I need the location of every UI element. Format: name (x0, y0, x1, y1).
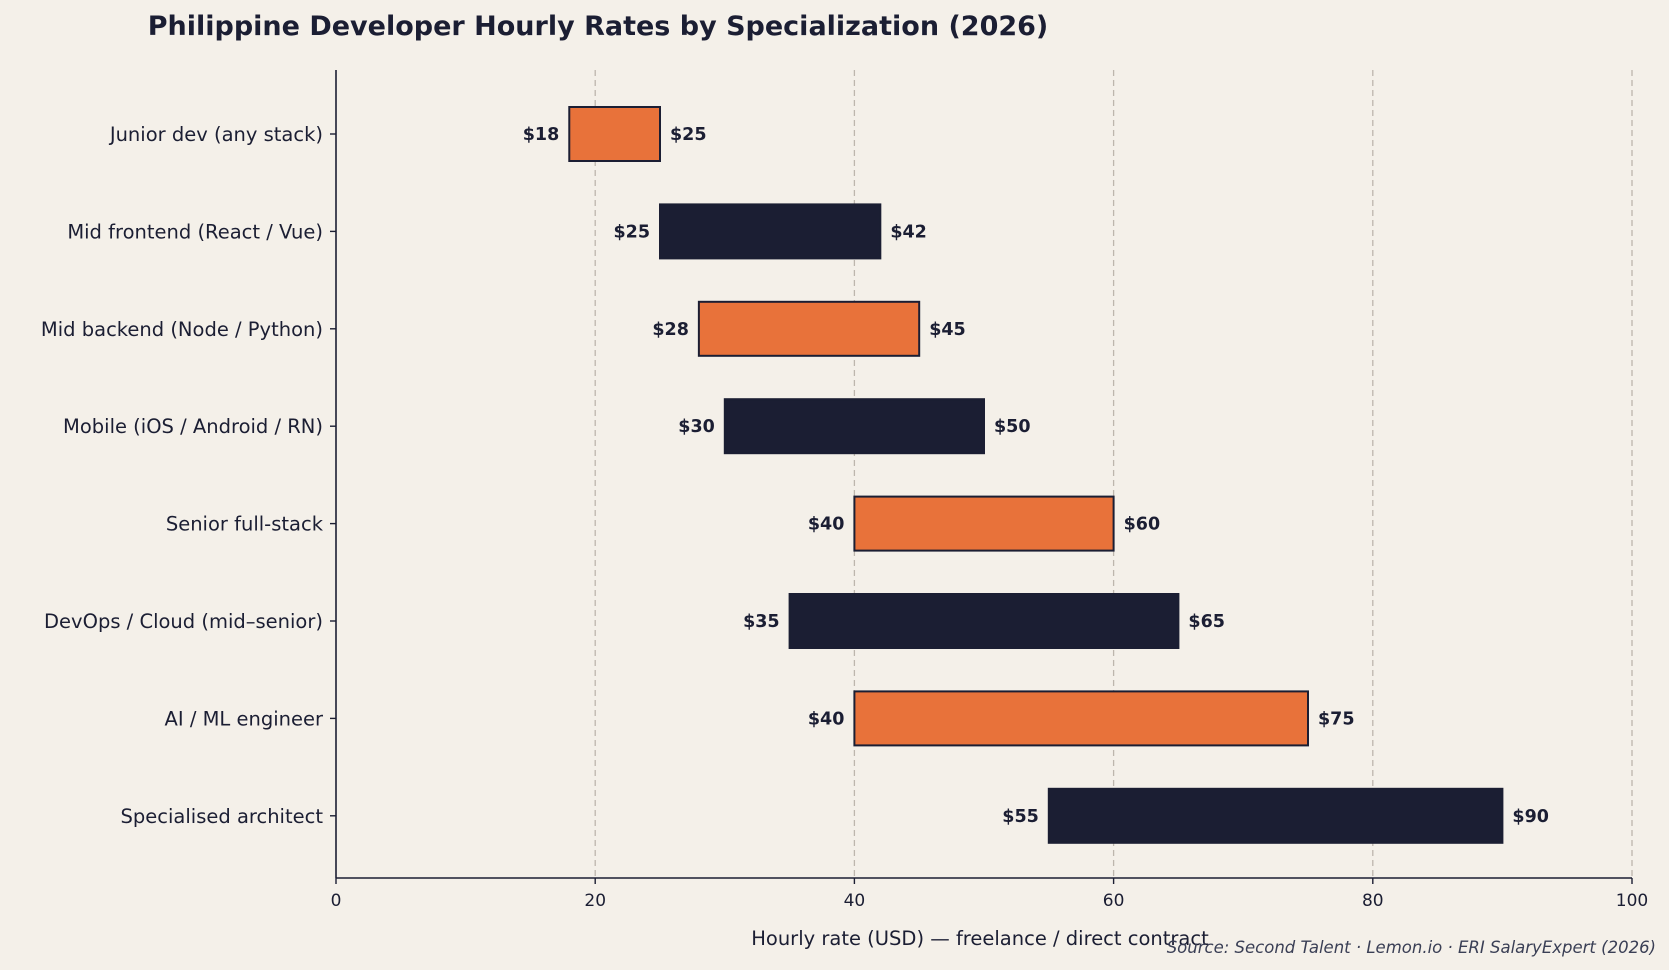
high-value-label: $25 (670, 125, 707, 145)
low-value-label: $40 (808, 515, 845, 535)
high-value-label: $65 (1188, 612, 1225, 632)
x-axis-label: Hourly rate (USD) — freelance / direct c… (751, 927, 1209, 950)
x-tick-label-100: 100 (1616, 891, 1648, 911)
high-value-label: $60 (1124, 515, 1161, 535)
axes: 0 20 40 60 80 100 Junior dev (any stack) Mid fr… (41, 70, 1648, 911)
high-value-label: $90 (1512, 807, 1549, 827)
range-bar (659, 203, 882, 260)
category-label: Specialised architect (121, 805, 324, 828)
range-bar (723, 398, 985, 455)
low-value-label: $18 (523, 125, 560, 145)
category-label: AI / ML engineer (165, 707, 324, 730)
category-label: Mobile (iOS / Android / RN) (63, 415, 323, 438)
category-label: Mid backend (Node / Python) (41, 318, 323, 341)
x-tick-label-20: 20 (584, 891, 606, 911)
range-bar (853, 495, 1115, 552)
range-bar (568, 106, 662, 162)
high-value-label: $50 (994, 417, 1031, 437)
low-value-label: $35 (743, 612, 780, 632)
x-tick-label-60: 60 (1103, 891, 1125, 911)
x-tick-label-40: 40 (844, 891, 866, 911)
high-value-label: $42 (890, 222, 927, 242)
x-tick-label-0: 0 (331, 891, 342, 911)
range-bar (788, 593, 1180, 649)
range-bar (853, 690, 1310, 747)
high-value-label: $75 (1318, 709, 1355, 729)
category-label: Junior dev (any stack) (108, 123, 323, 146)
low-value-label: $55 (1002, 807, 1039, 827)
source-note: Source: Second Talent · Lemon.io · ERI S… (1167, 938, 1656, 957)
category-label: DevOps / Cloud (mid–senior) (44, 610, 323, 633)
high-value-label: $45 (929, 320, 966, 340)
low-value-label: $25 (613, 222, 650, 242)
category-label: Mid frontend (React / Vue) (67, 220, 323, 243)
low-value-label: $40 (808, 709, 845, 729)
chart-title: Philippine Developer Hourly Rates by Spe… (148, 11, 1049, 42)
low-value-label: $28 (652, 320, 689, 340)
low-value-label: $30 (678, 417, 715, 437)
category-label: Senior full-stack (166, 513, 324, 536)
x-tick-label-80: 80 (1362, 891, 1384, 911)
gridlines (594, 70, 1633, 878)
range-bar (1047, 787, 1504, 844)
range-bar (697, 300, 921, 357)
bars: $18 $25 $25 $42 $28 $45 $30 $50 $40 $60 $35 $65 $40 $… (523, 106, 1549, 844)
